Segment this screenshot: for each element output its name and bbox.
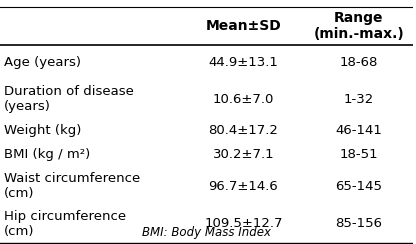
Text: 10.6±7.0: 10.6±7.0 <box>213 93 274 106</box>
Text: Duration of disease
(years): Duration of disease (years) <box>4 85 134 113</box>
Text: 80.4±17.2: 80.4±17.2 <box>208 124 278 137</box>
Text: 96.7±14.6: 96.7±14.6 <box>208 180 278 193</box>
Text: 46-141: 46-141 <box>335 124 382 137</box>
Text: 1-32: 1-32 <box>344 93 374 106</box>
Text: BMI (kg / m²): BMI (kg / m²) <box>4 148 90 162</box>
Text: Hip circumference
(cm): Hip circumference (cm) <box>4 210 126 238</box>
Text: Age (years): Age (years) <box>4 56 81 69</box>
Text: Range
(min.-max.): Range (min.-max.) <box>314 11 404 41</box>
Text: 65-145: 65-145 <box>335 180 382 193</box>
Text: Mean±SD: Mean±SD <box>206 19 281 33</box>
Text: Waist circumference
(cm): Waist circumference (cm) <box>4 172 140 200</box>
Text: 30.2±7.1: 30.2±7.1 <box>213 148 274 162</box>
Text: 109.5±12.7: 109.5±12.7 <box>204 217 282 230</box>
Text: BMI: Body Mass Index: BMI: Body Mass Index <box>142 226 271 239</box>
Text: 18-51: 18-51 <box>339 148 378 162</box>
Text: 85-156: 85-156 <box>335 217 382 230</box>
Text: Weight (kg): Weight (kg) <box>4 124 82 137</box>
Text: 18-68: 18-68 <box>340 56 378 69</box>
Text: 44.9±13.1: 44.9±13.1 <box>208 56 278 69</box>
